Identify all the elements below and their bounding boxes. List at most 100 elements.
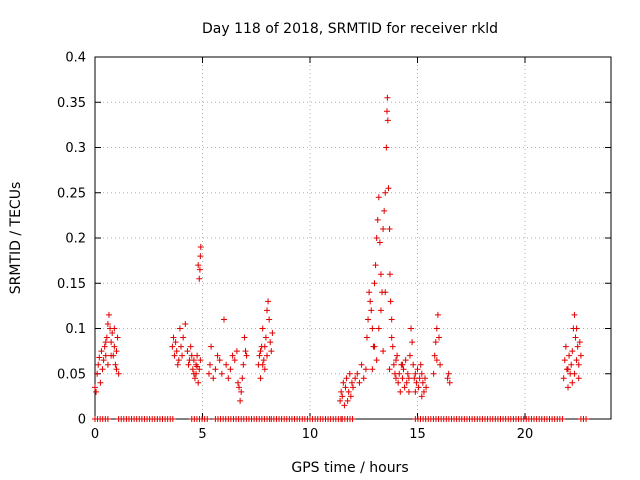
zero-value-point: [559, 416, 566, 422]
y-tick-label: 0.05: [57, 367, 86, 382]
data-point: [261, 366, 268, 373]
data-point: [420, 388, 427, 395]
x-tick-label: 0: [91, 427, 99, 442]
data-point: [95, 361, 102, 368]
data-point: [225, 375, 232, 382]
data-point: [399, 361, 406, 368]
data-point: [339, 393, 346, 400]
data-point: [565, 366, 571, 373]
data-point: [371, 343, 378, 350]
data-point: [101, 343, 108, 350]
data-point: [179, 352, 186, 359]
y-tick-label: 0.25: [57, 186, 86, 201]
x-tick-labels: 0 5 10 15 20: [91, 427, 533, 442]
data-point: [260, 357, 267, 364]
data-point: [412, 388, 419, 395]
data-point: [256, 352, 263, 359]
data-point: [350, 384, 356, 391]
data-point: [367, 298, 374, 305]
data-point: [406, 352, 413, 359]
data-point: [569, 379, 576, 386]
data-point: [239, 375, 246, 382]
data-point: [575, 375, 582, 382]
data-point: [113, 366, 120, 373]
data-point: [347, 393, 354, 400]
plot-frame: [94, 56, 612, 420]
data-point: [577, 352, 584, 359]
data-point: [354, 370, 361, 377]
data-point: [105, 311, 112, 318]
data-point: [259, 361, 266, 368]
data-point: [408, 325, 415, 332]
data-point: [240, 361, 247, 368]
data-point: [386, 271, 393, 278]
data-point: [237, 397, 244, 404]
data-point: [375, 194, 382, 201]
data-point: [173, 348, 180, 355]
data-point: [265, 298, 272, 305]
data-point: [115, 370, 122, 377]
data-point: [366, 289, 373, 296]
data-point: [433, 325, 440, 332]
y-tick-labels: 0 0.05 0.1 0.15 0.2 0.25 0.3 0.35 0.4: [57, 51, 86, 428]
data-point: [573, 325, 580, 332]
data-point: [409, 339, 416, 346]
data-point: [269, 330, 276, 337]
zero-value-point: [169, 416, 176, 422]
data-point: [344, 397, 351, 404]
data-point: [214, 352, 221, 359]
y-tick-label: 0.1: [65, 322, 86, 337]
data-point: [383, 144, 390, 151]
data-point: [360, 375, 367, 382]
axis-ticks: [94, 56, 611, 420]
data-point: [223, 361, 230, 368]
data-point: [415, 384, 422, 391]
data-point: [446, 379, 453, 386]
data-point: [93, 388, 100, 395]
data-point: [417, 361, 424, 368]
data-point: [345, 388, 352, 395]
data-point: [432, 339, 439, 346]
x-tick-label: 20: [517, 427, 534, 442]
data-point: [436, 334, 442, 341]
data-point: [444, 375, 451, 382]
data-point: [382, 289, 389, 296]
data-point: [423, 384, 430, 391]
data-point: [393, 375, 399, 382]
data-point: [343, 375, 350, 382]
data-point: [190, 357, 197, 364]
data-point: [178, 343, 184, 350]
data-point: [569, 348, 576, 355]
x-axis-label: GPS time / hours: [291, 460, 408, 476]
data-point: [405, 375, 412, 382]
zero-value-point: [204, 416, 211, 422]
data-point: [197, 253, 204, 260]
y-tick-label: 0.15: [57, 277, 86, 292]
data-point: [193, 370, 200, 377]
data-point: [205, 370, 212, 377]
data-point: [264, 352, 270, 359]
data-point: [175, 357, 182, 364]
data-point: [212, 366, 219, 373]
data-point: [267, 339, 274, 346]
data-point: [216, 357, 223, 364]
data-point: [266, 316, 273, 323]
y-axis-label: SRMTID / TECUs: [8, 182, 24, 295]
data-point: [422, 375, 429, 382]
data-point: [401, 384, 408, 391]
data-point: [386, 366, 393, 373]
data-point: [111, 325, 118, 332]
data-point: [238, 388, 245, 395]
zero-value-point: [349, 416, 356, 422]
data-point: [413, 379, 420, 386]
data-point: [114, 334, 121, 341]
data-point: [412, 370, 419, 377]
data-point: [403, 379, 410, 386]
data-point: [572, 334, 579, 341]
data-point: [261, 343, 268, 350]
data-point: [396, 370, 403, 377]
data-point: [180, 334, 187, 341]
data-point: [410, 361, 417, 368]
data-point: [346, 370, 353, 377]
